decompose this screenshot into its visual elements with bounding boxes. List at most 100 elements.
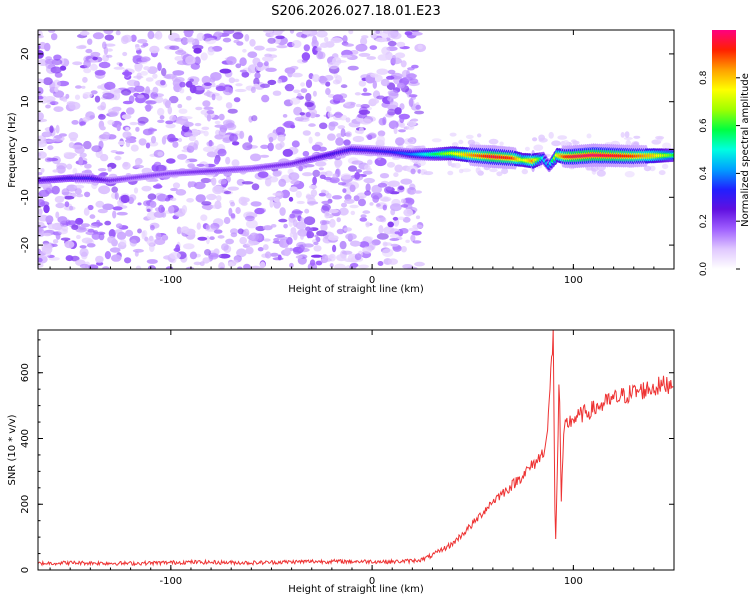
noise-blob: [133, 164, 144, 169]
noise-blob: [332, 244, 337, 253]
noise-blob: [79, 247, 89, 257]
noise-blob: [146, 208, 151, 212]
noise-blob: [172, 182, 181, 189]
snr-plot-area: [38, 330, 674, 570]
noise-blob: [250, 86, 256, 94]
noise-blob: [358, 264, 369, 269]
noise-blob: [397, 216, 405, 221]
noise-blob: [394, 231, 400, 235]
noise-blob: [557, 135, 568, 140]
noise-blob: [226, 56, 237, 66]
noise-blob: [315, 236, 321, 243]
noise-blob: [60, 237, 71, 241]
noise-blob: [247, 235, 256, 240]
noise-blob: [389, 233, 400, 239]
noise-blob: [90, 224, 99, 228]
noise-blob: [465, 134, 474, 139]
noise-blob: [384, 186, 393, 194]
noise-blob: [235, 207, 241, 214]
noise-blob: [79, 152, 87, 158]
noise-blob: [305, 92, 312, 102]
noise-blob: [289, 30, 295, 34]
noise-blob: [167, 106, 173, 115]
noise-blob: [360, 214, 367, 219]
noise-blob: [137, 39, 148, 44]
noise-blob: [298, 247, 310, 253]
noise-blob: [267, 142, 274, 152]
noise-blob: [83, 207, 90, 216]
noise-blob: [394, 164, 404, 173]
noise-blob: [140, 56, 151, 62]
noise-blob: [53, 106, 64, 112]
noise-blob: [390, 203, 402, 212]
noise-blob: [293, 89, 301, 94]
noise-blob: [348, 165, 357, 172]
noise-blob: [97, 208, 108, 214]
noise-blob: [377, 54, 389, 61]
noise-blob: [377, 261, 384, 266]
y-tick-label: -10: [20, 189, 31, 205]
noise-blob: [47, 145, 54, 151]
noise-blob: [178, 108, 188, 114]
noise-blob: [370, 73, 379, 78]
noise-blob: [238, 196, 247, 205]
noise-blob: [291, 40, 302, 48]
noise-blob: [102, 131, 111, 138]
noise-blob: [363, 177, 376, 184]
noise-blob: [214, 124, 225, 128]
noise-blob: [201, 75, 211, 85]
noise-blob: [63, 195, 75, 200]
noise-blob: [82, 76, 88, 83]
noise-blob: [114, 155, 122, 161]
noise-blob: [458, 168, 464, 174]
noise-blob: [45, 104, 51, 109]
noise-blob: [154, 238, 166, 245]
noise-blob: [145, 77, 154, 82]
noise-blob: [386, 161, 396, 168]
noise-blob: [325, 41, 335, 48]
noise-blob: [496, 171, 503, 177]
noise-blob: [318, 192, 326, 197]
noise-blob: [400, 60, 407, 68]
noise-blob: [68, 101, 81, 110]
noise-blob: [335, 75, 342, 84]
noise-blob: [38, 45, 41, 50]
x-tick-label: 100: [564, 576, 583, 587]
noise-blob: [274, 234, 286, 238]
noise-blob: [250, 265, 262, 269]
noise-blob: [79, 263, 90, 269]
noise-blob: [361, 92, 372, 96]
noise-blob: [362, 246, 372, 254]
colorbar-gradient: [712, 30, 736, 269]
noise-blob: [250, 153, 262, 162]
ridge-segment: [671, 153, 674, 157]
noise-blob: [265, 67, 277, 73]
noise-blob: [319, 77, 329, 82]
noise-blob: [338, 207, 349, 216]
noise-blob: [362, 210, 371, 214]
noise-blob: [311, 144, 322, 152]
noise-blob: [38, 151, 47, 159]
noise-blob: [212, 185, 224, 195]
noise-blob: [337, 182, 347, 186]
noise-blob: [318, 167, 324, 171]
noise-blob: [407, 187, 417, 195]
noise-blob: [329, 218, 336, 228]
noise-blob: [414, 261, 425, 267]
noise-blob: [328, 61, 339, 70]
noise-blob: [325, 106, 332, 113]
noise-blob: [398, 129, 406, 133]
noise-blob: [87, 228, 95, 233]
noise-blob: [47, 223, 57, 230]
noise-blob: [344, 101, 351, 106]
y-tick-label: -20: [20, 237, 31, 253]
noise-blob: [43, 77, 53, 86]
noise-blob: [176, 226, 182, 235]
noise-blob: [227, 108, 238, 114]
noise-blob: [147, 30, 155, 40]
noise-blob: [107, 119, 115, 125]
noise-blob: [265, 47, 278, 52]
noise-blob: [76, 234, 81, 240]
noise-blob: [275, 35, 285, 40]
noise-blob: [301, 52, 311, 61]
